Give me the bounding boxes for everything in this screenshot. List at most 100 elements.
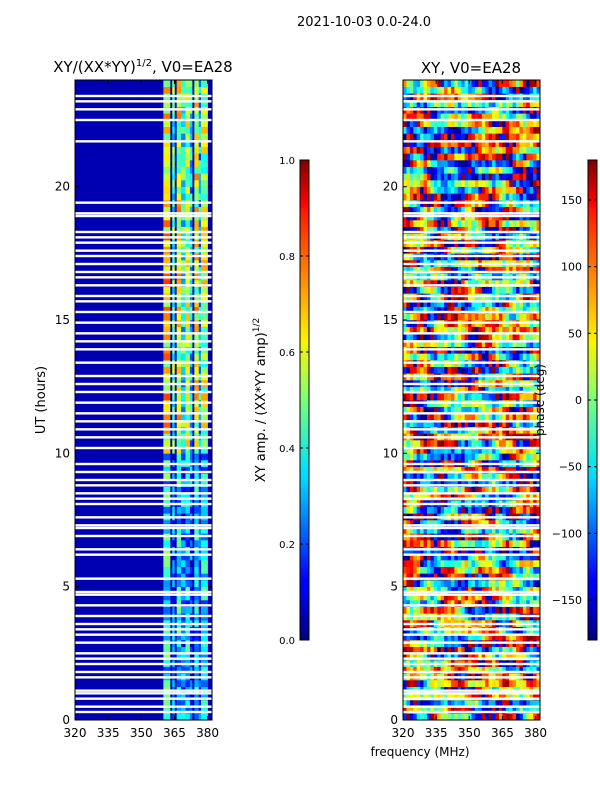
heatmap-cell bbox=[176, 680, 182, 687]
heatmap-cell bbox=[437, 493, 441, 501]
heatmap-cell bbox=[185, 340, 191, 347]
heatmap-cell bbox=[533, 386, 537, 394]
heatmap-cell bbox=[430, 166, 435, 174]
heatmap-cell bbox=[189, 153, 193, 161]
heatmap-cell bbox=[519, 173, 524, 181]
heatmap-cell bbox=[450, 326, 455, 334]
heatmap-cell bbox=[454, 86, 459, 94]
heatmap-cell bbox=[189, 713, 193, 720]
heatmap-cell bbox=[461, 160, 465, 167]
heatmap-cell bbox=[420, 540, 424, 547]
heatmap-cell bbox=[447, 713, 452, 720]
heatmap-cell bbox=[516, 706, 520, 714]
heatmap-cell bbox=[461, 680, 465, 687]
heatmap-cell bbox=[413, 206, 417, 214]
heatmap-cell bbox=[533, 606, 537, 614]
heatmap-cell bbox=[533, 493, 537, 501]
heatmap-cell bbox=[423, 693, 428, 701]
heatmap-cell bbox=[536, 493, 540, 501]
heatmap-cell bbox=[522, 553, 527, 561]
heatmap-cell bbox=[495, 493, 500, 501]
heatmap-cell bbox=[516, 86, 520, 94]
heatmap-cell bbox=[447, 126, 452, 134]
heatmap-cell bbox=[420, 480, 424, 487]
heatmap-cell bbox=[454, 226, 459, 234]
heatmap-cell bbox=[426, 493, 431, 501]
heatmap-cell bbox=[433, 586, 438, 594]
heatmap-cell bbox=[194, 493, 200, 501]
heatmap-cell bbox=[413, 406, 417, 414]
heatmap-cell bbox=[495, 413, 500, 421]
heatmap-cell bbox=[526, 100, 531, 107]
heatmap-cell bbox=[495, 600, 500, 607]
heatmap-cell bbox=[163, 526, 171, 534]
heatmap-cell bbox=[163, 553, 171, 561]
heatmap-cell bbox=[416, 280, 421, 287]
heatmap-cell bbox=[185, 126, 191, 134]
flagged-row bbox=[403, 710, 540, 714]
heatmap-cell bbox=[163, 353, 171, 361]
heatmap-cell bbox=[430, 506, 435, 514]
heatmap-cell bbox=[163, 666, 171, 674]
heatmap-cell bbox=[444, 486, 448, 494]
heatmap-cell bbox=[416, 366, 421, 374]
heatmap-cell bbox=[181, 520, 186, 527]
heatmap-cell bbox=[488, 413, 493, 421]
heatmap-cell bbox=[454, 140, 459, 147]
heatmap-cell bbox=[437, 206, 441, 214]
heatmap-cell bbox=[194, 160, 200, 167]
heatmap-cell bbox=[533, 180, 537, 187]
heatmap-cell bbox=[457, 420, 462, 427]
heatmap-cell bbox=[478, 126, 483, 134]
heatmap-cell bbox=[181, 100, 186, 107]
heatmap-cell bbox=[485, 666, 489, 674]
heatmap-cell bbox=[485, 286, 489, 294]
heatmap-cell bbox=[516, 113, 520, 121]
heatmap-cell bbox=[481, 700, 486, 707]
heatmap-cell bbox=[471, 353, 476, 361]
heatmap-cell bbox=[440, 386, 445, 394]
heatmap-cell bbox=[478, 333, 483, 341]
heatmap-cell bbox=[481, 540, 486, 547]
heatmap-cell bbox=[426, 366, 431, 374]
heatmap-cell bbox=[409, 100, 414, 107]
flagged-row bbox=[75, 553, 212, 556]
heatmap-cell bbox=[426, 300, 431, 307]
heatmap-cell bbox=[420, 580, 424, 587]
heatmap-cell bbox=[406, 166, 411, 174]
heatmap-cell bbox=[495, 120, 500, 127]
heatmap-cell bbox=[430, 493, 435, 501]
heatmap-cell bbox=[526, 333, 531, 341]
heatmap-cell bbox=[454, 126, 459, 134]
heatmap-cell bbox=[526, 553, 531, 561]
heatmap-cell bbox=[509, 520, 513, 527]
heatmap-cell bbox=[181, 586, 186, 594]
heatmap-cell bbox=[433, 413, 438, 421]
heatmap-cell bbox=[163, 633, 171, 641]
heatmap-cell bbox=[444, 146, 448, 154]
heatmap-cell bbox=[512, 573, 517, 581]
heatmap-cell bbox=[509, 700, 513, 707]
heatmap-cell bbox=[516, 306, 520, 314]
heatmap-cell bbox=[454, 180, 459, 187]
heatmap-cell bbox=[495, 340, 500, 347]
heatmap-cell bbox=[505, 600, 510, 607]
heatmap-cell bbox=[450, 313, 455, 321]
heatmap-cell bbox=[526, 446, 531, 454]
heatmap-cell bbox=[454, 680, 459, 687]
heatmap-cell bbox=[426, 473, 431, 481]
heatmap-cell bbox=[444, 193, 448, 201]
heatmap-cell bbox=[403, 520, 407, 527]
heatmap-cell bbox=[409, 693, 414, 701]
heatmap-cell bbox=[522, 560, 527, 567]
heatmap-cell bbox=[450, 700, 455, 707]
heatmap-cell bbox=[454, 340, 459, 347]
heatmap-cell bbox=[185, 606, 191, 614]
heatmap-cell bbox=[464, 153, 469, 161]
heatmap-cell bbox=[471, 266, 476, 274]
heatmap-cell bbox=[509, 140, 513, 147]
heatmap-cell bbox=[454, 713, 459, 720]
heatmap-cell bbox=[416, 486, 421, 494]
heatmap-cell bbox=[464, 206, 469, 214]
